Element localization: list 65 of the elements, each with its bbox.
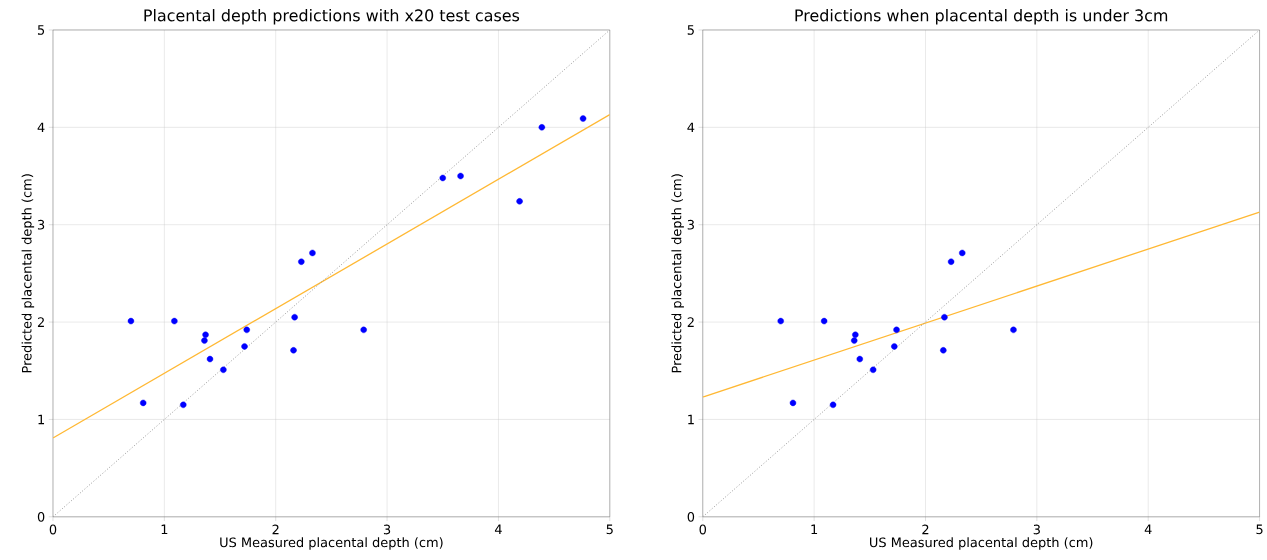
point bbox=[959, 249, 966, 257]
point bbox=[241, 343, 248, 350]
point bbox=[439, 174, 446, 182]
y-axis-title: Predicted placental depth (cm) bbox=[21, 174, 35, 373]
y-tick-label: 4 bbox=[37, 122, 45, 133]
y-tick-label: 2 bbox=[37, 317, 44, 327]
y-tick-label: 2 bbox=[687, 317, 694, 327]
point bbox=[856, 355, 863, 363]
point bbox=[941, 314, 948, 321]
point bbox=[220, 366, 227, 374]
point bbox=[290, 347, 297, 354]
x-axis-title: US Measured placental depth (cm) bbox=[870, 537, 1093, 550]
x-tick-label: 3 bbox=[383, 524, 391, 535]
y-tick-label: 3 bbox=[687, 219, 694, 230]
x-tick-label: 5 bbox=[1256, 524, 1263, 535]
chart-title: Predictions when placental depth is under 3cm bbox=[795, 9, 1168, 25]
point bbox=[291, 314, 298, 321]
y-tick-label: 5 bbox=[37, 25, 45, 35]
point bbox=[202, 331, 209, 339]
point bbox=[851, 337, 858, 344]
point bbox=[206, 355, 214, 363]
x-axis-title: US Measured placental depth (cm) bbox=[220, 537, 443, 550]
y-tick-label: 0 bbox=[37, 512, 45, 522]
x-tick-label: 4 bbox=[494, 524, 502, 535]
x-tick-label: 3 bbox=[1033, 524, 1040, 535]
point bbox=[829, 401, 837, 409]
point bbox=[127, 318, 135, 325]
point bbox=[360, 326, 367, 334]
x-tick-label: 5 bbox=[606, 524, 613, 535]
y-axis-title: Predicted placental depth (cm) bbox=[671, 174, 684, 373]
point bbox=[457, 172, 464, 180]
point bbox=[820, 318, 828, 325]
x-tick-label: 2 bbox=[922, 524, 929, 535]
y-tick-label: 4 bbox=[687, 122, 695, 133]
x-tick-label: 0 bbox=[699, 524, 707, 535]
point bbox=[869, 366, 877, 374]
x-tick-label: 1 bbox=[811, 524, 818, 535]
y-tick-label: 0 bbox=[687, 512, 695, 522]
point bbox=[538, 124, 546, 131]
x-tick-label: 1 bbox=[161, 524, 168, 535]
point bbox=[891, 343, 898, 350]
point bbox=[777, 318, 784, 325]
y-tick-label: 1 bbox=[688, 414, 694, 425]
point bbox=[940, 347, 947, 354]
point bbox=[171, 318, 178, 325]
point bbox=[139, 399, 147, 407]
point bbox=[243, 326, 250, 334]
point bbox=[947, 258, 955, 265]
point bbox=[893, 326, 900, 334]
point bbox=[298, 258, 305, 265]
point bbox=[852, 331, 859, 339]
x-tick-label: 0 bbox=[49, 524, 57, 535]
x-tick-label: 4 bbox=[1144, 524, 1152, 535]
point bbox=[789, 399, 797, 407]
point bbox=[1010, 326, 1017, 334]
y-tick-label: 5 bbox=[687, 25, 694, 35]
point bbox=[180, 401, 187, 409]
point bbox=[309, 249, 316, 257]
y-tick-label: 3 bbox=[37, 219, 45, 230]
chart-title: Placental depth predictions with x20 test cases bbox=[144, 9, 520, 25]
y-tick-label: 1 bbox=[38, 414, 45, 425]
point bbox=[516, 198, 523, 205]
point bbox=[201, 337, 208, 344]
point bbox=[579, 115, 587, 122]
x-tick-label: 2 bbox=[272, 524, 279, 535]
